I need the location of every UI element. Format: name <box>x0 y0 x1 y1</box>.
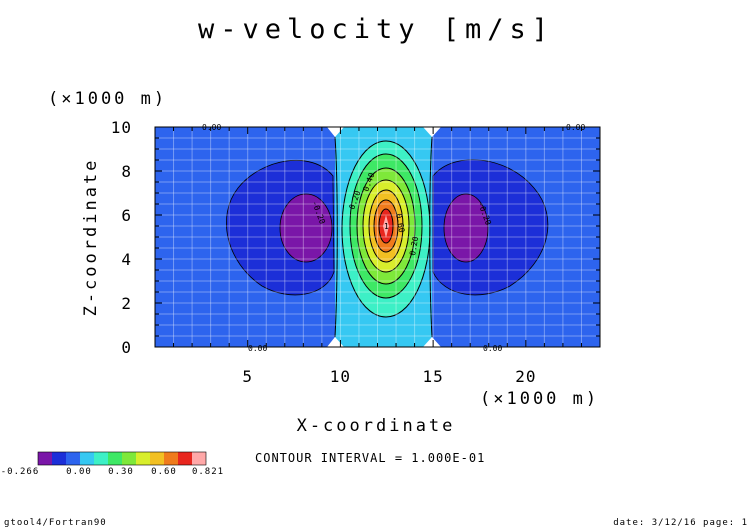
colorbar-swatch <box>80 452 94 465</box>
colorbar-swatch <box>136 452 150 465</box>
x-tick-label: 10 <box>330 367 351 386</box>
x-axis-label: X-coordinate <box>297 416 456 436</box>
contour-label: 1 <box>384 222 389 231</box>
plot-area: 0.00 0.00 0.00 0.00 0.20 0.40 0.60 0.20 … <box>111 118 601 386</box>
colorbar-swatch <box>108 452 122 465</box>
colorbar-swatch <box>52 452 66 465</box>
contour-label: 0.20 <box>408 236 420 257</box>
colorbar-swatch <box>178 452 192 465</box>
colorbar-frame <box>37 451 207 466</box>
y-tick-label: 6 <box>121 206 132 225</box>
footer-left: gtool4/Fortran90 <box>4 518 107 528</box>
colorbar-label: 0.00 <box>66 467 92 477</box>
y-tick-label: 4 <box>121 250 132 269</box>
colorbar-swatch <box>66 452 80 465</box>
negative-core-right <box>443 193 489 263</box>
contour-interval: CONTOUR INTERVAL = 1.000E-01 <box>255 451 485 465</box>
grid-lines <box>154 126 601 348</box>
contour-lines <box>334 136 433 338</box>
x-tick-label: 15 <box>422 367 443 386</box>
footer-right: date: 3/12/16 page: 1 <box>613 518 748 528</box>
y-tick-label: 2 <box>121 294 132 313</box>
white-gap-bottom-right <box>423 337 441 347</box>
colorbar-label: -0.266 <box>1 467 40 477</box>
contour-label: 0.00 <box>483 344 502 353</box>
colorbar-swatch <box>150 452 164 465</box>
colorbar <box>37 451 207 466</box>
white-gap-bottom-left <box>327 337 344 347</box>
x-scale-label: (×1000 m) <box>480 389 599 409</box>
white-gap-top-right <box>423 127 441 137</box>
colorbar-label: 0.821 <box>192 467 224 477</box>
white-gap-top-left <box>327 127 344 137</box>
negative-core-left <box>279 193 333 263</box>
contour-label: 0.00 <box>566 123 585 132</box>
colorbar-label: 0.30 <box>108 467 134 477</box>
x-tick-label: 5 <box>242 367 253 386</box>
colorbar-swatch <box>164 452 178 465</box>
colorbar-label: 0.60 <box>151 467 177 477</box>
y-scale-label: (×1000 m) <box>48 89 167 109</box>
y-tick-label: 10 <box>111 118 132 137</box>
y-tick-label: 0 <box>121 338 132 357</box>
colorbar-swatch <box>192 452 206 465</box>
contour-label: 0.00 <box>202 123 221 132</box>
colorbar-labels: -0.266 0.00 0.30 0.60 0.821 <box>1 467 224 477</box>
x-tick-label: 20 <box>515 367 536 386</box>
chart-title: w-velocity [m/s] <box>198 14 554 45</box>
colorbar-swatch <box>94 452 108 465</box>
colorbar-swatch <box>122 452 136 465</box>
contour-label: 0.00 <box>248 344 267 353</box>
y-axis-label: Z-coordinate <box>81 158 101 317</box>
y-tick-label: 8 <box>121 162 132 181</box>
y-axis-ticks: 0 2 4 6 8 10 <box>111 118 600 357</box>
contour-fill-max <box>383 215 389 238</box>
contour-label: 0.60 <box>394 213 406 234</box>
colorbar-swatch <box>38 452 52 465</box>
x-axis-ticks: 5 10 15 20 <box>173 127 582 386</box>
